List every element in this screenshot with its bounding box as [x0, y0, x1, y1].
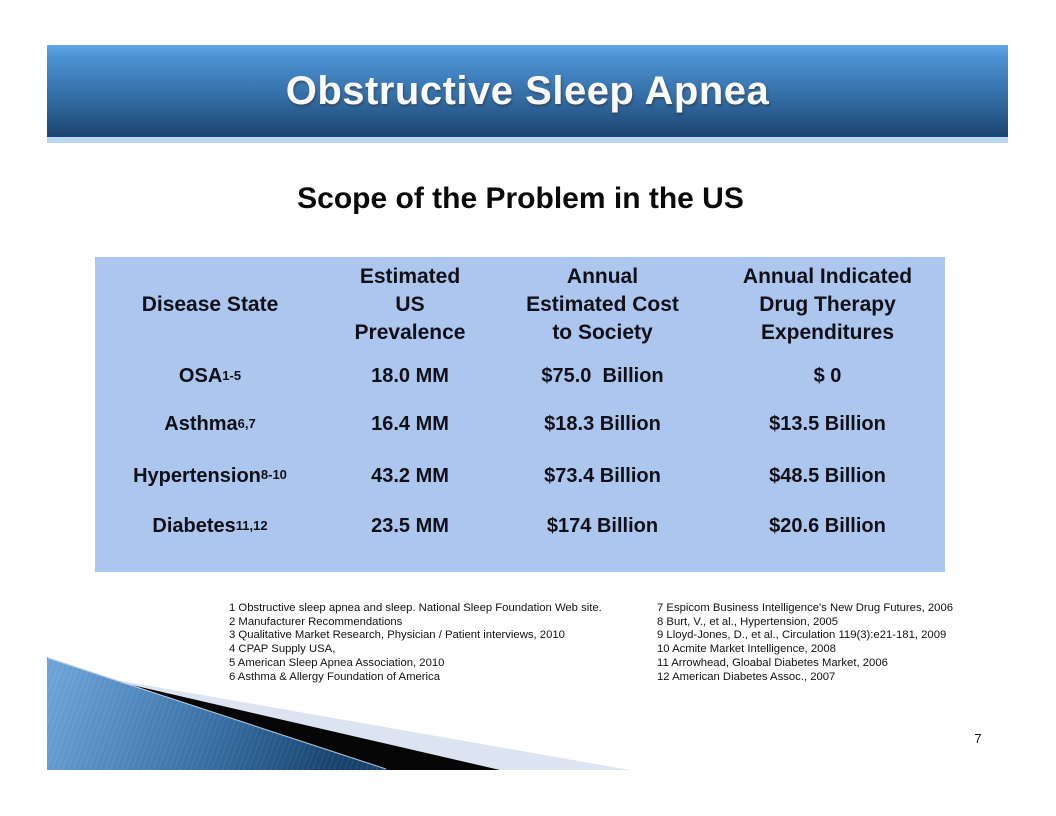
footnote-item: 5 American Sleep Apnea Association, 2010 [229, 656, 445, 669]
header-line: Prevalence [354, 321, 466, 344]
header-line: Estimated Cost [526, 293, 679, 316]
footnote-item: 1 Obstructive sleep apnea and sleep. Nat… [229, 602, 602, 614]
header-line: Annual [566, 265, 639, 288]
cell-prevalence: 18.0 MM [371, 365, 449, 387]
header-line: Annual Indicated [742, 265, 913, 288]
cell-disease: Asthma 6,7 [164, 413, 256, 435]
slide-subtitle: Scope of the Problem in the US [297, 182, 744, 215]
cell-disease: OSA 1-5 [178, 365, 242, 387]
slide-title: Obstructive Sleep Apnea [285, 69, 770, 113]
cell-drug-expenditures: $13.5 Billion [769, 413, 886, 435]
header-line: Drug Therapy [759, 293, 896, 316]
footnote-item: 2 Manufacturer Recommendations [229, 615, 403, 628]
cell-prevalence: 43.2 MM [371, 464, 449, 487]
cell-prevalence: 23.5 MM [371, 515, 449, 537]
disease-label: Diabetes [152, 515, 236, 537]
cell-drug-expenditures: $48.5 Billion [769, 464, 886, 487]
column-header-drug-expenditures: Annual Indicated Drug Therapy Expenditur… [710, 257, 945, 353]
footnote-item: 4 CPAP Supply USA, [229, 643, 336, 656]
footnote-item: 6 Asthma & Allergy Foundation of America [229, 670, 440, 683]
column-header-us-prevalence: Estimated US Prevalence [325, 257, 495, 353]
footnote-item: 9 Lloyd-Jones, D., et al., Circulation 1… [657, 629, 947, 642]
title-banner: Obstructive Sleep Apnea [47, 45, 1008, 143]
cell-drug-expenditures: $ 0 [813, 365, 842, 387]
cell-disease: Diabetes 11,12 [152, 515, 268, 537]
footnotes-right: 7 Espicom Business Intelligence's New Dr… [657, 602, 953, 684]
footnotes-left: 1 Obstructive sleep apnea and sleep. Nat… [229, 602, 602, 684]
footnote-item: 10 Acmite Market Intelligence, 2008 [657, 643, 836, 656]
cell-cost-to-society: $75.0 Billion [541, 365, 664, 387]
column-header-cost-to-society: Annual Estimated Cost to Society [495, 257, 710, 353]
corner-swoosh-graphic [47, 657, 630, 770]
disease-label: Asthma [164, 413, 238, 435]
disease-label: Hypertension [133, 464, 261, 487]
header-line: US [395, 293, 425, 316]
header-line: Disease State [141, 293, 279, 316]
footnote-item: 8 Burt, V., et al., Hypertension, 2005 [657, 615, 839, 628]
summary-table: Disease State Estimated US Prevalence An… [95, 257, 945, 572]
header-line: Expenditures [760, 321, 895, 344]
cell-cost-to-society: $18.3 Billion [544, 413, 661, 435]
cell-disease: Hypertension 8-10 [133, 464, 287, 487]
cell-cost-to-society: $174 Billion [546, 515, 659, 537]
page-number: 7 [974, 731, 982, 746]
footnote-item: 11 Arrowhead, Gloabal Diabetes Market, 2… [657, 656, 888, 669]
column-header-disease-state: Disease State [95, 257, 325, 353]
cell-cost-to-society: $73.4 Billion [544, 464, 661, 487]
header-line: Estimated [359, 265, 461, 288]
cell-prevalence: 16.4 MM [371, 413, 449, 435]
header-line: to Society [552, 321, 653, 344]
disease-label: OSA [178, 365, 223, 387]
cell-drug-expenditures: $20.6 Billion [769, 515, 886, 537]
banner-bottom-strip [47, 137, 1008, 143]
footnote-item: 7 Espicom Business Intelligence's New Dr… [657, 602, 954, 614]
footnote-item: 12 American Diabetes Assoc., 2007 [657, 670, 836, 683]
footnote-item: 3 Qualitative Market Research, Physician… [229, 629, 565, 642]
